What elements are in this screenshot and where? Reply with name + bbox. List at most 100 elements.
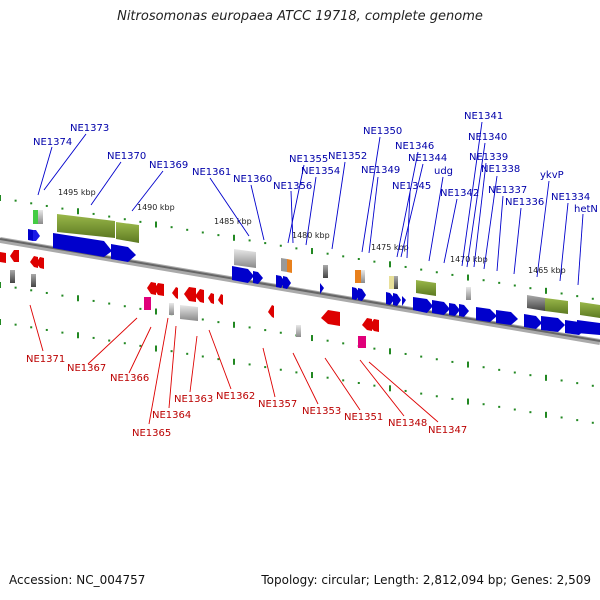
- gene-label-NE1354[interactable]: NE1354: [301, 166, 340, 177]
- scale-tick: [30, 202, 33, 205]
- scale-tick: [326, 339, 329, 342]
- scale-tick: [201, 355, 204, 358]
- cog-bar: [287, 259, 292, 273]
- scale-label-1480: 1480 kbp: [292, 231, 330, 240]
- cog-bar: [580, 302, 600, 318]
- scale-tick: [498, 368, 501, 371]
- scale-tick-major: [0, 195, 1, 201]
- scale-tick-major: [545, 287, 547, 294]
- cog-bar: [416, 280, 436, 296]
- gene-label-ykvP[interactable]: ykvP: [540, 170, 564, 181]
- cog-bar: [57, 214, 115, 238]
- scale-tick: [591, 421, 594, 424]
- scale-tick: [61, 207, 64, 210]
- forward-gene: [253, 271, 263, 284]
- gene-label-NE1371[interactable]: NE1371: [26, 354, 65, 365]
- scale-tick: [264, 366, 267, 369]
- gene-label-NE1360[interactable]: NE1360: [233, 174, 272, 185]
- cog-bar: [355, 270, 361, 283]
- forward-gene: [496, 310, 518, 325]
- gene-label-NE1349[interactable]: NE1349: [361, 165, 400, 176]
- forward-gene: [352, 287, 361, 300]
- gene-label-hetN[interactable]: hetN: [574, 204, 598, 215]
- gene-label-NE1366[interactable]: NE1366: [110, 373, 149, 384]
- gene-label-NE1339[interactable]: NE1339: [469, 152, 508, 163]
- gene-label-NE1341[interactable]: NE1341: [464, 111, 503, 122]
- gene-label-NE1352[interactable]: NE1352: [328, 151, 367, 162]
- gene-label-NE1355[interactable]: NE1355: [289, 154, 328, 165]
- gene-label-NE1357[interactable]: NE1357: [258, 399, 297, 410]
- rna-marker: [169, 303, 174, 315]
- scale-tick-major: [467, 398, 469, 405]
- scale-tick-major: [233, 358, 235, 365]
- scale-tick: [248, 239, 251, 242]
- scale-tick: [30, 326, 33, 329]
- scale-tick-major: [311, 335, 313, 342]
- gene-label-NE1350[interactable]: NE1350: [363, 126, 402, 137]
- scale-tick-major: [467, 274, 469, 281]
- scale-tick: [248, 363, 251, 366]
- gene-label-NE1337[interactable]: NE1337: [488, 185, 527, 196]
- scale-tick: [420, 392, 423, 395]
- scale-tick: [186, 228, 189, 231]
- forward-gene: [386, 292, 395, 305]
- gene-label-NE1344[interactable]: NE1344: [408, 153, 447, 164]
- forward-gene: [358, 288, 366, 301]
- scale-tick-major: [233, 321, 235, 328]
- gene-label-NE1342[interactable]: NE1342: [440, 188, 479, 199]
- gene-label-NE1361[interactable]: NE1361: [192, 167, 231, 178]
- scale-label-1470: 1470 kbp: [450, 255, 488, 264]
- scale-tick: [279, 368, 282, 371]
- scale-tick: [61, 294, 64, 297]
- scale-tick: [45, 328, 48, 331]
- gene-label-NE1340[interactable]: NE1340: [468, 132, 507, 143]
- gene-label-NE1364[interactable]: NE1364: [152, 410, 191, 421]
- scale-tick-major: [389, 385, 391, 392]
- gene-label-NE1370[interactable]: NE1370: [107, 151, 146, 162]
- gene-label-NE1374[interactable]: NE1374: [33, 137, 72, 148]
- gene-label-NE1345[interactable]: NE1345: [392, 181, 431, 192]
- cog-bar: [545, 298, 568, 314]
- scale-tick: [451, 273, 454, 276]
- scale-tick: [342, 342, 345, 345]
- gene-label-NE1356[interactable]: NE1356: [273, 181, 312, 192]
- gene-label-NE1348[interactable]: NE1348: [388, 418, 427, 429]
- gene-label-NE1353[interactable]: NE1353: [302, 406, 341, 417]
- scale-tick: [45, 291, 48, 294]
- cog-bar: [116, 222, 139, 243]
- gene-label-NE1373[interactable]: NE1373: [70, 123, 109, 134]
- gene-label-NE1334[interactable]: NE1334: [551, 192, 590, 203]
- scale-tick: [560, 292, 563, 295]
- scale-tick: [139, 220, 142, 223]
- gene-label-NE1351[interactable]: NE1351: [344, 412, 383, 423]
- forward-gene: [476, 307, 497, 322]
- scale-tick: [123, 218, 126, 221]
- gene-label-NE1365[interactable]: NE1365: [132, 428, 171, 439]
- scale-label-1495: 1495 kbp: [58, 188, 96, 197]
- scale-tick: [529, 411, 532, 414]
- scale-tick: [139, 307, 142, 310]
- cog-bar: [234, 249, 256, 268]
- scale-tick-major: [233, 234, 235, 241]
- gene-label-NE1363[interactable]: NE1363: [174, 394, 213, 405]
- gene-label-NE1347[interactable]: NE1347: [428, 425, 467, 436]
- reverse-gene: [0, 252, 6, 263]
- gene-label-NE1338[interactable]: NE1338: [481, 164, 520, 175]
- scale-tick: [248, 326, 251, 329]
- gene-label-NE1367[interactable]: NE1367: [67, 363, 106, 374]
- map-title: Nitrosomonas europaea ATCC 19718, comple…: [117, 9, 483, 24]
- reverse-gene: [30, 256, 38, 268]
- gene-label-NE1346[interactable]: NE1346: [395, 141, 434, 152]
- scale-tick: [482, 279, 485, 282]
- gene-label-udg[interactable]: udg: [434, 166, 453, 177]
- scale-tick: [295, 371, 298, 374]
- gene-label-NE1369[interactable]: NE1369: [149, 160, 188, 171]
- cog-bar: [389, 276, 394, 289]
- scale-tick: [123, 342, 126, 345]
- scale-tick: [170, 350, 173, 353]
- scale-tick: [342, 379, 345, 382]
- gene-label-NE1336[interactable]: NE1336: [505, 197, 544, 208]
- gene-label-NE1362[interactable]: NE1362: [216, 391, 255, 402]
- forward-gene: [232, 266, 254, 283]
